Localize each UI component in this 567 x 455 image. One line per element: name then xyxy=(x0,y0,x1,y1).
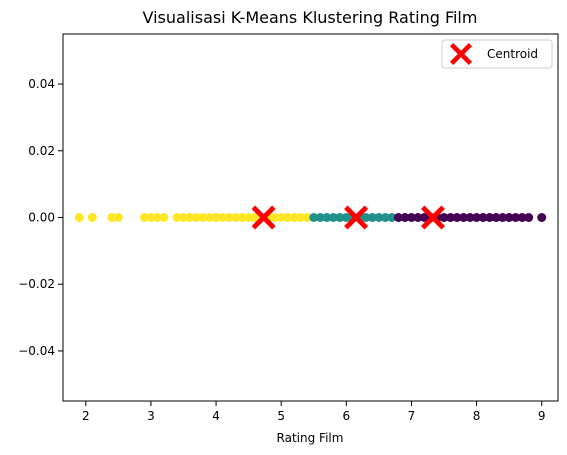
data-point xyxy=(276,213,286,222)
data-point xyxy=(328,213,338,222)
x-tick-label: 7 xyxy=(408,409,416,423)
data-point xyxy=(211,213,221,222)
data-point xyxy=(192,213,202,222)
data-point xyxy=(537,213,547,222)
data-point xyxy=(283,213,293,222)
data-point xyxy=(446,213,456,222)
centroid-marker xyxy=(251,205,276,230)
data-point xyxy=(413,213,423,222)
x-tick-label: 3 xyxy=(147,409,155,423)
data-point xyxy=(498,213,508,222)
data-point xyxy=(302,213,312,222)
data-point xyxy=(198,213,208,222)
data-point xyxy=(159,213,169,222)
cluster-series xyxy=(309,213,397,222)
x-axis: 2 3 4 5 6 7 8 9 xyxy=(82,401,546,423)
y-tick-label: −0.04 xyxy=(18,344,55,358)
data-point xyxy=(113,213,123,222)
x-axis-label: Rating Film xyxy=(277,431,344,445)
data-point xyxy=(205,213,215,222)
data-point xyxy=(504,213,514,222)
legend-centroid-marker xyxy=(450,43,472,65)
data-point xyxy=(87,213,97,222)
data-point xyxy=(517,213,527,222)
data-point xyxy=(374,213,384,222)
data-point xyxy=(439,213,449,222)
data-point xyxy=(152,213,162,222)
data-point xyxy=(472,213,482,222)
data-point xyxy=(244,213,254,222)
plot-area xyxy=(74,205,547,230)
data-point xyxy=(485,213,495,222)
data-point xyxy=(367,213,377,222)
data-point xyxy=(74,213,84,222)
data-point xyxy=(224,213,234,222)
y-tick-label: −0.02 xyxy=(18,277,55,291)
data-point xyxy=(296,213,306,222)
data-point xyxy=(478,213,488,222)
data-point xyxy=(465,213,475,222)
x-tick-label: 8 xyxy=(473,409,481,423)
data-point xyxy=(400,213,410,222)
data-point xyxy=(237,213,247,222)
data-point xyxy=(393,213,403,222)
x-tick-label: 4 xyxy=(212,409,220,423)
data-point xyxy=(139,213,149,222)
data-point xyxy=(341,213,351,222)
data-point xyxy=(387,213,397,222)
y-axis: −0.04 −0.02 0.00 0.02 0.04 xyxy=(18,77,63,358)
data-point xyxy=(218,213,228,222)
data-point xyxy=(322,213,332,222)
data-point xyxy=(459,213,469,222)
data-point xyxy=(231,213,241,222)
legend-x-glyph xyxy=(450,43,472,65)
centroid-series xyxy=(251,205,445,230)
data-point xyxy=(146,213,156,222)
centroid-marker xyxy=(420,205,445,230)
data-point xyxy=(172,213,182,222)
data-point xyxy=(419,213,429,222)
data-point xyxy=(524,213,534,222)
data-point xyxy=(511,213,521,222)
y-tick-label: 0.04 xyxy=(28,77,55,91)
legend: Centroid xyxy=(441,39,553,69)
x-tick-label: 5 xyxy=(277,409,285,423)
data-point xyxy=(406,213,416,222)
cluster-series xyxy=(74,213,312,222)
y-tick-label: 0.00 xyxy=(28,211,55,225)
x-tick-label: 2 xyxy=(82,409,90,423)
data-point xyxy=(315,213,325,222)
data-point xyxy=(289,213,299,222)
data-point xyxy=(250,213,260,222)
cluster-series xyxy=(393,213,547,222)
data-point xyxy=(491,213,501,222)
data-point xyxy=(309,213,319,222)
data-point xyxy=(185,213,195,222)
x-tick-label: 9 xyxy=(538,409,546,423)
data-point xyxy=(452,213,462,222)
chart-title: Visualisasi K-Means Klustering Rating Fi… xyxy=(143,8,478,27)
data-point xyxy=(270,213,280,222)
data-point xyxy=(178,213,188,222)
data-point xyxy=(107,213,117,222)
x-tick-label: 6 xyxy=(343,409,351,423)
data-point xyxy=(335,213,345,222)
centroid-marker xyxy=(344,205,369,230)
data-point xyxy=(361,213,371,222)
data-point xyxy=(380,213,390,222)
legend-label-centroid: Centroid xyxy=(487,47,538,61)
y-tick-label: 0.02 xyxy=(28,144,55,158)
